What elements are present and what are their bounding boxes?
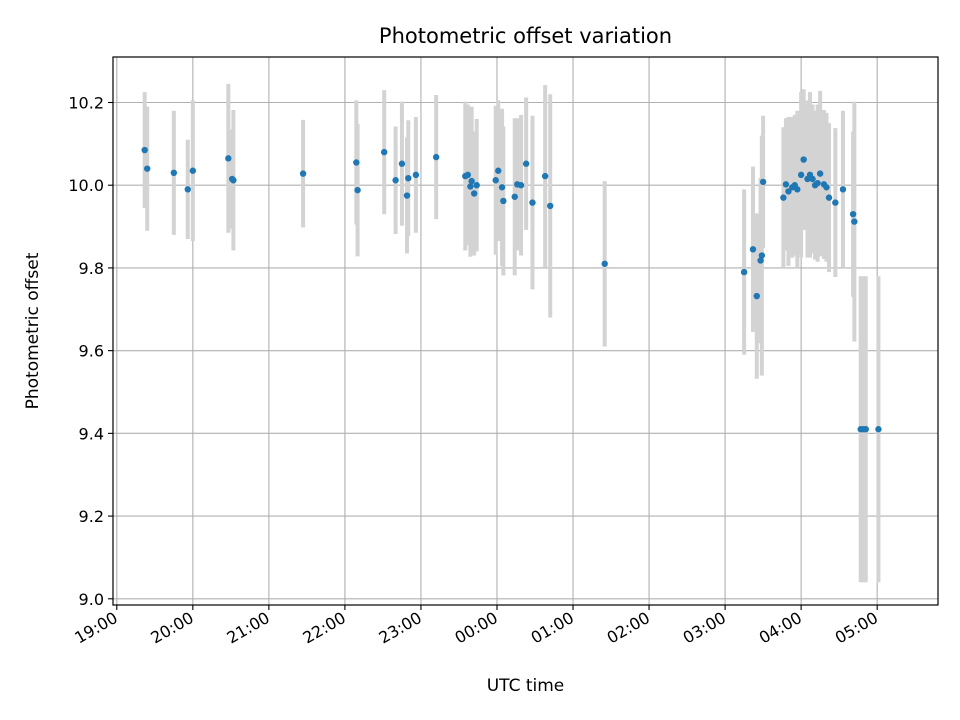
data-point xyxy=(814,179,821,187)
x-axis-label: UTC time xyxy=(487,676,565,696)
data-point xyxy=(875,426,882,433)
x-tick-label: 21:00 xyxy=(223,608,272,648)
plot-frame xyxy=(112,56,939,606)
data-point xyxy=(753,292,760,300)
data-point xyxy=(492,177,499,184)
data-point xyxy=(517,182,525,189)
data-point xyxy=(809,175,816,183)
data-point xyxy=(757,257,764,264)
data-point xyxy=(225,155,232,162)
data-point xyxy=(141,146,148,154)
data-point xyxy=(794,186,801,193)
data-point xyxy=(825,194,833,201)
data-point xyxy=(740,268,748,276)
data-point xyxy=(500,197,507,205)
data-point xyxy=(759,178,767,186)
data-point xyxy=(470,190,478,197)
data-point xyxy=(749,246,757,253)
data-point xyxy=(758,252,766,259)
y-tick-label: 9.6 xyxy=(79,342,104,361)
data-point xyxy=(851,218,858,225)
data-point xyxy=(184,186,191,193)
data-point xyxy=(230,177,237,184)
y-axis-label: Photometric offset xyxy=(23,252,43,409)
x-tick-label: 05:00 xyxy=(832,608,881,648)
x-tick-label: 19:00 xyxy=(71,608,120,648)
data-point xyxy=(529,199,536,206)
x-tick-label: 20:00 xyxy=(147,608,196,648)
x-tick-label: 23:00 xyxy=(376,608,425,648)
data-point xyxy=(144,165,151,172)
data-point xyxy=(547,202,554,210)
data-point xyxy=(839,186,847,193)
data-point xyxy=(541,172,549,180)
x-tick-label: 02:00 xyxy=(604,608,653,648)
data-point xyxy=(405,174,412,182)
data-point xyxy=(189,167,197,174)
data-point xyxy=(800,156,807,163)
data-point xyxy=(495,167,502,174)
x-tick-label: 03:00 xyxy=(680,608,729,648)
data-point xyxy=(432,153,440,161)
data-point xyxy=(832,199,839,206)
data-point xyxy=(353,159,360,166)
data-point xyxy=(849,210,857,218)
point-layer xyxy=(141,146,882,433)
x-tick-label: 00:00 xyxy=(452,608,501,648)
y-tick-label: 9.2 xyxy=(79,507,104,526)
data-point xyxy=(403,192,411,199)
data-point xyxy=(498,184,506,191)
data-point xyxy=(511,193,518,200)
data-point xyxy=(398,160,406,167)
data-point xyxy=(468,177,475,185)
data-point xyxy=(785,188,792,195)
data-point xyxy=(464,171,472,179)
data-point xyxy=(522,160,530,167)
x-tick-label: 04:00 xyxy=(756,608,805,648)
data-point xyxy=(780,194,787,201)
data-point xyxy=(412,171,420,179)
y-tick-label: 10.0 xyxy=(68,176,104,195)
data-point xyxy=(862,426,869,433)
data-point xyxy=(467,183,474,190)
data-point xyxy=(816,170,824,177)
errorbar-layer xyxy=(142,83,881,583)
data-point xyxy=(299,170,307,177)
chart-title: Photometric offset variation xyxy=(379,24,672,48)
data-point xyxy=(380,148,388,156)
y-tick-label: 9.4 xyxy=(79,424,104,443)
data-point xyxy=(354,186,361,194)
data-point xyxy=(782,181,790,188)
data-point xyxy=(473,182,480,189)
y-tick-label: 9.0 xyxy=(79,590,104,609)
data-point xyxy=(601,260,608,267)
x-tick-label: 22:00 xyxy=(299,608,348,648)
y-tick-label: 10.2 xyxy=(68,93,104,112)
y-tick-label: 9.8 xyxy=(79,259,104,278)
data-point xyxy=(170,169,178,177)
data-point xyxy=(823,184,830,191)
x-tick-label: 01:00 xyxy=(528,608,577,648)
data-point xyxy=(797,171,805,179)
data-point xyxy=(392,177,399,184)
